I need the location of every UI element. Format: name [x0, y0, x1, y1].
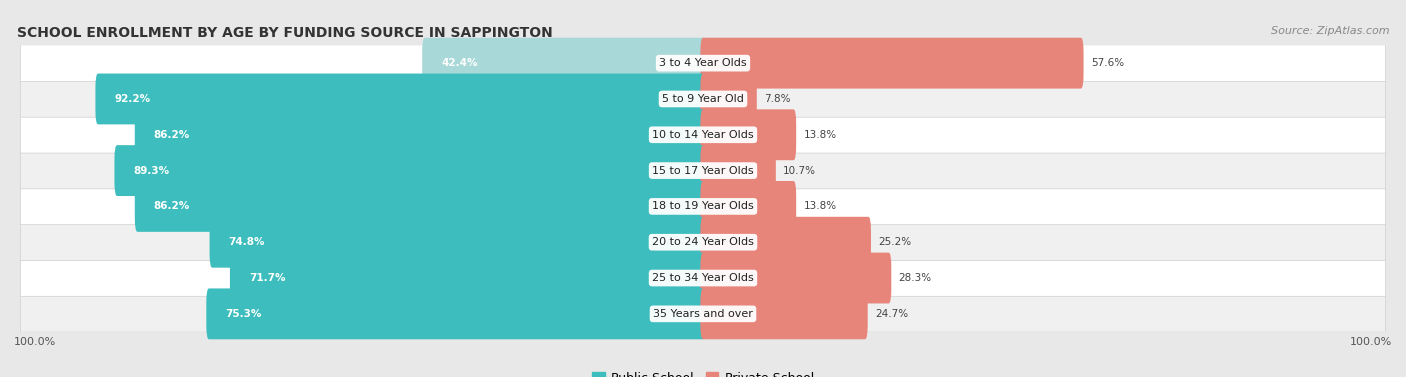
FancyBboxPatch shape	[114, 145, 706, 196]
Text: 74.8%: 74.8%	[229, 237, 266, 247]
Text: SCHOOL ENROLLMENT BY AGE BY FUNDING SOURCE IN SAPPINGTON: SCHOOL ENROLLMENT BY AGE BY FUNDING SOUR…	[17, 26, 553, 40]
FancyBboxPatch shape	[21, 188, 1385, 225]
Text: 24.7%: 24.7%	[875, 309, 908, 319]
Text: 75.3%: 75.3%	[225, 309, 262, 319]
FancyBboxPatch shape	[207, 288, 706, 339]
FancyBboxPatch shape	[21, 81, 1385, 117]
FancyBboxPatch shape	[21, 224, 1385, 261]
FancyBboxPatch shape	[422, 38, 706, 89]
Text: 86.2%: 86.2%	[153, 130, 190, 140]
FancyBboxPatch shape	[231, 253, 706, 303]
Text: 42.4%: 42.4%	[441, 58, 478, 68]
Text: 100.0%: 100.0%	[14, 337, 56, 347]
Text: 13.8%: 13.8%	[803, 130, 837, 140]
FancyBboxPatch shape	[700, 38, 1084, 89]
Text: 10.7%: 10.7%	[783, 166, 815, 176]
FancyBboxPatch shape	[21, 260, 1385, 296]
Text: 92.2%: 92.2%	[114, 94, 150, 104]
Text: 57.6%: 57.6%	[1091, 58, 1123, 68]
FancyBboxPatch shape	[700, 253, 891, 303]
Text: 35 Years and over: 35 Years and over	[652, 309, 754, 319]
FancyBboxPatch shape	[96, 74, 706, 124]
Text: 13.8%: 13.8%	[803, 201, 837, 211]
Text: 86.2%: 86.2%	[153, 201, 190, 211]
Text: 5 to 9 Year Old: 5 to 9 Year Old	[662, 94, 744, 104]
Text: 100.0%: 100.0%	[1350, 337, 1392, 347]
FancyBboxPatch shape	[21, 45, 1385, 81]
Text: 25 to 34 Year Olds: 25 to 34 Year Olds	[652, 273, 754, 283]
FancyBboxPatch shape	[135, 181, 706, 232]
Text: 3 to 4 Year Olds: 3 to 4 Year Olds	[659, 58, 747, 68]
Text: 7.8%: 7.8%	[763, 94, 790, 104]
FancyBboxPatch shape	[21, 152, 1385, 189]
Text: Source: ZipAtlas.com: Source: ZipAtlas.com	[1271, 26, 1389, 37]
Text: 10 to 14 Year Olds: 10 to 14 Year Olds	[652, 130, 754, 140]
Text: 71.7%: 71.7%	[249, 273, 285, 283]
Text: 20 to 24 Year Olds: 20 to 24 Year Olds	[652, 237, 754, 247]
FancyBboxPatch shape	[700, 74, 756, 124]
FancyBboxPatch shape	[21, 116, 1385, 153]
Text: 15 to 17 Year Olds: 15 to 17 Year Olds	[652, 166, 754, 176]
Text: 18 to 19 Year Olds: 18 to 19 Year Olds	[652, 201, 754, 211]
Legend: Public School, Private School: Public School, Private School	[588, 368, 818, 377]
Text: 28.3%: 28.3%	[898, 273, 932, 283]
FancyBboxPatch shape	[135, 109, 706, 160]
FancyBboxPatch shape	[700, 217, 870, 268]
FancyBboxPatch shape	[700, 288, 868, 339]
Text: 25.2%: 25.2%	[879, 237, 911, 247]
FancyBboxPatch shape	[700, 109, 796, 160]
FancyBboxPatch shape	[700, 145, 776, 196]
FancyBboxPatch shape	[700, 181, 796, 232]
FancyBboxPatch shape	[209, 217, 706, 268]
Text: 89.3%: 89.3%	[134, 166, 170, 176]
FancyBboxPatch shape	[21, 296, 1385, 332]
